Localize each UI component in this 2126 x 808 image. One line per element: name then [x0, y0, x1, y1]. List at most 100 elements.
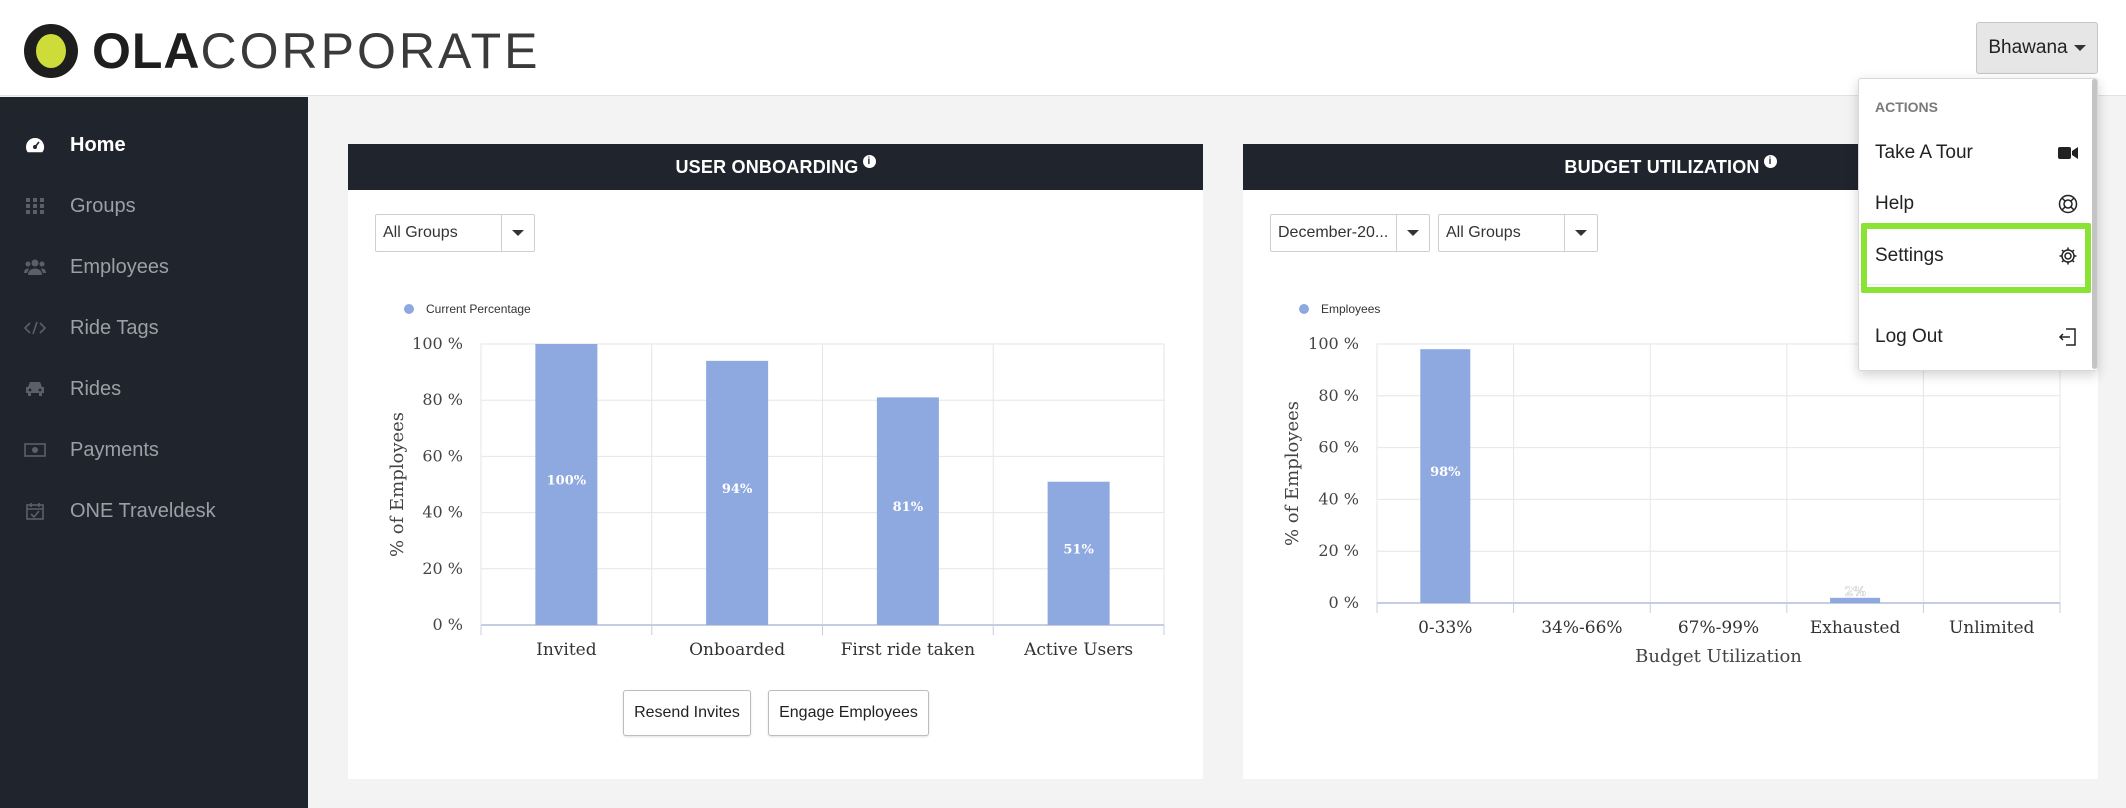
x-tick-label: 0-33%	[1418, 618, 1472, 638]
sidebar-item-rides[interactable]: Rides	[0, 364, 308, 414]
y-tick-label: 20 %	[1318, 541, 1359, 560]
user-onboarding-card: USER ONBOARDING i All Groups Current Perc…	[348, 144, 1203, 779]
menu-section-header: ACTIONS	[1875, 99, 1938, 115]
x-tick-label: First ride taken	[841, 640, 976, 660]
card-title: BUDGET UTILIZATION	[1564, 156, 1760, 177]
calendar-check-icon	[24, 500, 46, 522]
menu-scrollbar[interactable]	[2092, 79, 2097, 369]
card-title: USER ONBOARDING	[675, 156, 859, 177]
sidebar: Home Groups Employees Ride Tags Rides Pa…	[0, 97, 308, 808]
x-tick-label: Invited	[536, 640, 597, 660]
ola-logo-icon	[24, 24, 78, 78]
x-tick-label: Active Users	[1023, 640, 1133, 660]
y-tick-label: 60 %	[1318, 438, 1359, 457]
bar	[876, 397, 939, 625]
menu-item-label: Help	[1875, 193, 1915, 214]
x-tick-label: Exhausted	[1810, 618, 1901, 638]
sidebar-item-label: Groups	[70, 194, 136, 217]
bar	[1047, 481, 1110, 625]
lifebuoy-icon	[2057, 193, 2079, 215]
bar-data-label: 98%	[1430, 465, 1461, 480]
bar	[1830, 597, 1881, 603]
menu-item-settings[interactable]: Settings	[1859, 234, 2091, 278]
caret-down-icon	[2073, 45, 2086, 51]
bar	[706, 360, 769, 625]
sidebar-item-label: Rides	[70, 377, 122, 400]
sidebar-item-label: Employees	[70, 255, 169, 278]
sidebar-item-label: Home	[70, 133, 126, 156]
legend-label: Current Percentage	[426, 302, 531, 316]
sidebar-item-label: Ride Tags	[70, 316, 159, 339]
card-header: USER ONBOARDING i	[348, 144, 1203, 190]
y-tick-label: 0 %	[433, 615, 463, 634]
chevron-down-icon	[1564, 215, 1597, 251]
sidebar-item-ride-tags[interactable]: Ride Tags	[0, 303, 308, 353]
car-icon	[24, 378, 46, 400]
group-select[interactable]: All Groups	[1438, 214, 1598, 252]
menu-divider	[1859, 284, 2091, 285]
group-select[interactable]: All Groups	[375, 214, 535, 252]
group-select-value: All Groups	[383, 224, 458, 241]
group-select-value: All Groups	[1446, 224, 1521, 241]
bar-data-label: 94%	[722, 482, 753, 497]
x-tick-label: Unlimited	[1949, 618, 2035, 638]
y-axis-label: % of Employees	[387, 412, 408, 557]
logout-icon	[2057, 326, 2079, 348]
bar	[535, 344, 598, 625]
info-icon[interactable]: i	[1763, 154, 1777, 168]
y-tick-label: 40 %	[1318, 489, 1359, 508]
y-tick-label: 100 %	[1308, 334, 1359, 353]
user-name: Bhawana	[1988, 37, 2068, 58]
actions-dropdown-menu: ACTIONS Take A Tour Help Settings Log Ou…	[1858, 78, 2098, 371]
legend-dot	[1299, 304, 1309, 314]
budget-bar-chart: 100 % 80 % 60 % 40 % 20 % 0 % 98% 0-33% 34%-66% 6…	[1282, 334, 2061, 667]
bar-data-label: 100%	[547, 474, 587, 489]
month-select[interactable]: December-20...	[1270, 214, 1430, 252]
sidebar-item-home[interactable]: Home	[0, 120, 308, 170]
month-select-value: December-20...	[1278, 224, 1389, 241]
engage-employees-button[interactable]: Engage Employees	[768, 690, 929, 736]
legend-label: Employees	[1321, 302, 1381, 316]
brand-name: OLACORPORATE	[92, 23, 541, 79]
y-tick-label: 80 %	[1318, 386, 1359, 405]
sidebar-item-employees[interactable]: Employees	[0, 242, 308, 292]
x-axis-label: Budget Utilization	[1635, 646, 1802, 667]
info-icon[interactable]: i	[862, 154, 876, 168]
bar-data-label: 2%	[1844, 585, 1866, 600]
bar-data-label: 51%	[1063, 542, 1094, 557]
onboarding-bar-chart: 100 % 80 % 60 % 40 % 20 % 0 % 100% Invited 94% On…	[387, 334, 1165, 660]
menu-item-label: Settings	[1875, 245, 1944, 266]
bar	[1420, 349, 1471, 603]
money-icon	[24, 439, 46, 461]
sidebar-item-payments[interactable]: Payments	[0, 425, 308, 475]
user-menu-button[interactable]: Bhawana	[1976, 22, 2098, 74]
bar-data-label: 81%	[893, 500, 924, 515]
menu-item-help[interactable]: Help	[1859, 182, 2091, 226]
y-tick-label: 0 %	[1329, 593, 1359, 612]
y-tick-label: 100 %	[412, 334, 463, 353]
resend-invites-button[interactable]: Resend Invites	[623, 690, 751, 736]
menu-item-log-out[interactable]: Log Out	[1859, 315, 2091, 359]
y-tick-label: 60 %	[422, 446, 463, 465]
sidebar-item-label: ONE Traveldesk	[70, 499, 216, 522]
menu-item-take-a-tour[interactable]: Take A Tour	[1859, 131, 2091, 175]
x-tick-label: 67%-99%	[1678, 618, 1759, 638]
budget-utilization-card: BUDGET UTILIZATION i December-20... All G…	[1243, 144, 2098, 779]
sidebar-item-one-traveldesk[interactable]: ONE Traveldesk	[0, 486, 308, 536]
chevron-down-icon	[1396, 215, 1429, 251]
chart-legend: Current Percentage	[404, 302, 531, 316]
sidebar-item-groups[interactable]: Groups	[0, 181, 308, 231]
legend-dot	[404, 304, 414, 314]
dashboard-icon	[24, 134, 46, 156]
menu-item-label: Take A Tour	[1875, 142, 1973, 163]
menu-item-label: Log Out	[1875, 326, 1943, 347]
ola-corporate-logo[interactable]: OLACORPORATE	[24, 20, 541, 82]
x-tick-label: 34%-66%	[1541, 618, 1622, 638]
video-camera-icon	[2057, 142, 2079, 164]
y-tick-label: 80 %	[422, 390, 463, 409]
sidebar-item-label: Payments	[70, 438, 159, 461]
y-tick-label: 40 %	[422, 503, 463, 522]
gear-icon	[2057, 245, 2079, 267]
x-tick-label: Onboarded	[689, 640, 785, 660]
top-bar: OLACORPORATE Bhawana	[0, 0, 2126, 96]
